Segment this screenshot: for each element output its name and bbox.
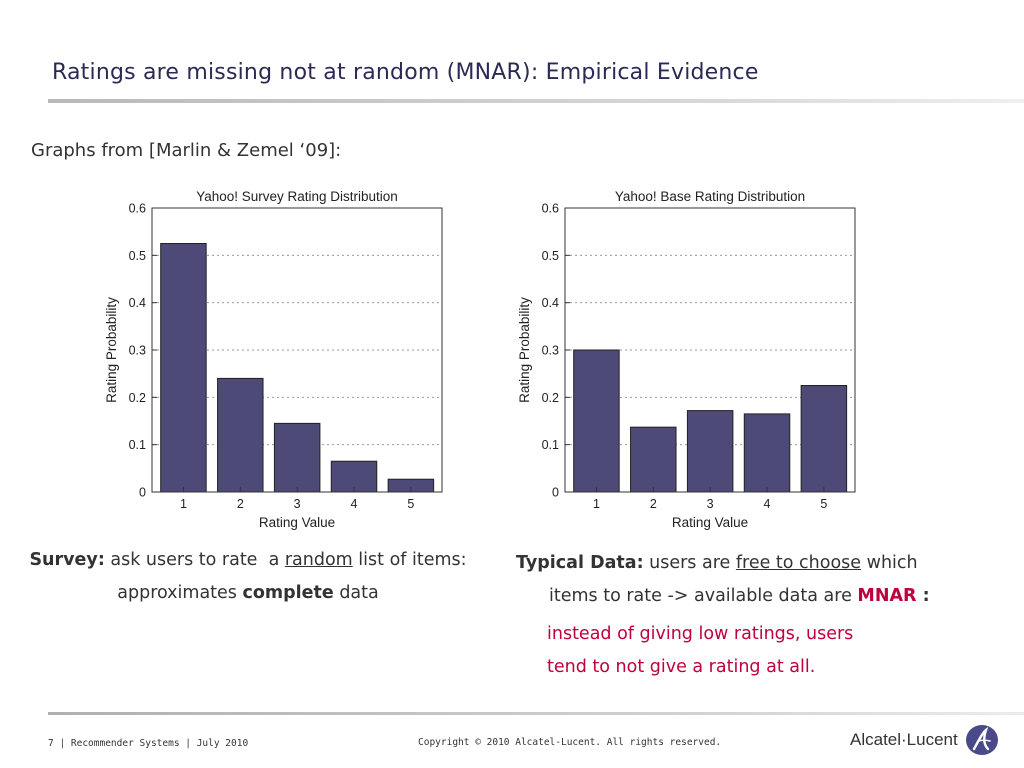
alcatel-lucent-logo-icon — [965, 725, 998, 755]
typical-data-label: Typical Data: — [516, 553, 644, 573]
y-tick-label: 0.6 — [542, 202, 559, 216]
bar-2 — [217, 377, 264, 493]
plot-frame — [151, 207, 443, 493]
bar-3 — [273, 422, 321, 493]
slide-subtitle: Graphs from [Marlin & Zemel ‘09]: — [31, 140, 342, 161]
survey-caption: Survey: ask users to rate a random list … — [18, 544, 478, 610]
y-tick-label: 0.4 — [129, 296, 146, 310]
typical-line-2-text: items to rate -> available data are — [549, 586, 858, 606]
base-rating-chart: Yahoo! Base Rating Distribution 0 0.1 0.2 0.… — [517, 189, 856, 530]
chart-title: Yahoo! Base Rating Distribution — [615, 189, 805, 204]
x-tick-label: 5 — [820, 497, 827, 511]
y-tick-label: 0 — [139, 486, 146, 500]
plot-frame — [564, 207, 856, 493]
x-tick-label: 3 — [294, 497, 301, 511]
y-tick-label: 0.5 — [542, 249, 559, 263]
footer-copyright: Copyright © 2010 Alcatel-Lucent. All rig… — [418, 737, 722, 748]
mnar-explanation: instead of giving low ratings, users ten… — [547, 618, 1017, 684]
y-tick-label: 0 — [552, 486, 559, 500]
y-tick-label: 0.5 — [129, 249, 146, 263]
y-tick-label: 0.1 — [129, 438, 146, 452]
bar-2 — [630, 426, 677, 493]
mnar-word: MNAR — [857, 586, 917, 606]
complete-word: complete — [242, 583, 334, 603]
bar-1 — [160, 243, 207, 493]
logo-text: Alcatel·Lucent — [850, 730, 958, 749]
survey-rating-chart: Yahoo! Survey Rating Distribution 0 0.1 0.2… — [104, 189, 443, 530]
y-tick-label: 0.3 — [542, 344, 559, 358]
bar-3 — [686, 410, 734, 493]
x-tick-label: 3 — [707, 497, 714, 511]
x-tick-label: 4 — [764, 497, 771, 511]
survey-text-3: data — [333, 583, 379, 603]
x-tick-label: 5 — [407, 497, 414, 511]
y-tick-label: 0.6 — [129, 202, 146, 216]
typical-data-caption: Typical Data: users are free to choose w… — [516, 547, 1016, 613]
y-tick-label: 0.2 — [542, 391, 559, 405]
typical-line-2: items to rate -> available data are MNAR… — [516, 580, 1016, 613]
x-tick-label: 4 — [351, 497, 358, 511]
x-axis-label: Rating Value — [259, 515, 335, 530]
mnar-colon: : — [916, 586, 930, 606]
y-tick-label: 0.3 — [129, 344, 146, 358]
chart-title: Yahoo! Survey Rating Distribution — [196, 189, 398, 204]
x-tick-label: 2 — [237, 497, 244, 511]
alcatel-lucent-logo: Alcatel·Lucent — [850, 724, 1000, 756]
footer-page-info: 7 | Recommender Systems | July 2010 — [48, 738, 249, 749]
y-tick-label: 0.1 — [542, 438, 559, 452]
mnar-explanation-line-2: tend to not give a rating at all. — [547, 657, 816, 677]
y-axis-label: Rating Probability — [517, 297, 532, 403]
bar-1 — [573, 349, 620, 493]
x-tick-label: 1 — [180, 497, 187, 511]
y-tick-label: 0.2 — [129, 391, 146, 405]
bar-5 — [800, 385, 848, 493]
free-to-choose: free to choose — [735, 553, 862, 573]
bar-4 — [743, 413, 791, 493]
typical-text-2: which — [861, 553, 918, 573]
survey-label: Survey: — [29, 550, 105, 570]
random-word: random — [284, 550, 353, 570]
slide-title: Ratings are missing not at random (MNAR)… — [52, 60, 759, 85]
y-axis-label: Rating Probability — [104, 297, 119, 403]
x-tick-label: 2 — [650, 497, 657, 511]
x-tick-label: 1 — [593, 497, 600, 511]
title-divider — [48, 99, 1024, 103]
survey-text-1: ask users to rate a — [104, 550, 285, 570]
x-axis-label: Rating Value — [672, 515, 748, 530]
y-tick-label: 0.4 — [542, 296, 559, 310]
typical-text-1: users are — [643, 553, 736, 573]
mnar-explanation-line-1: instead of giving low ratings, users — [547, 624, 854, 644]
survey-text-2: list of items: approximates — [117, 550, 467, 603]
footer-divider — [48, 712, 1024, 715]
